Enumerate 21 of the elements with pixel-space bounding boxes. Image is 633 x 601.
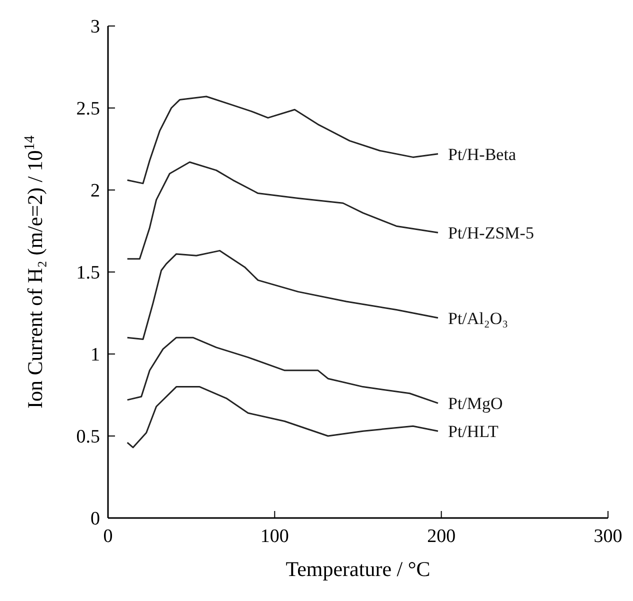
line-series [126,250,439,340]
x-tick-label: 300 [594,526,622,547]
x-tick-label: 200 [427,526,456,547]
x-axis-title: Temperature / °C [286,557,430,581]
line-series [126,96,439,184]
y-tick-label: 0 [90,508,100,530]
series-label: Pt/H-Beta [448,144,516,164]
series-label: Pt/HLT [448,422,499,442]
y-tick-label: 2.5 [76,98,100,120]
series-label: Pt/MgO [448,394,503,414]
y-tick-label: 3 [90,16,100,38]
x-tick-label: 100 [260,526,289,547]
line-series [126,161,439,260]
line-series [126,336,439,404]
series-label: Pt/Al₂O₃ [448,308,508,328]
series-label: Pt/H-ZSM-5 [448,224,534,243]
y-tick-label: 1 [90,344,100,366]
line-series [126,386,439,448]
y-tick-label: 0.5 [76,426,100,448]
y-tick-label: 2 [90,180,100,202]
y-tick-label: 1.5 [76,262,100,284]
